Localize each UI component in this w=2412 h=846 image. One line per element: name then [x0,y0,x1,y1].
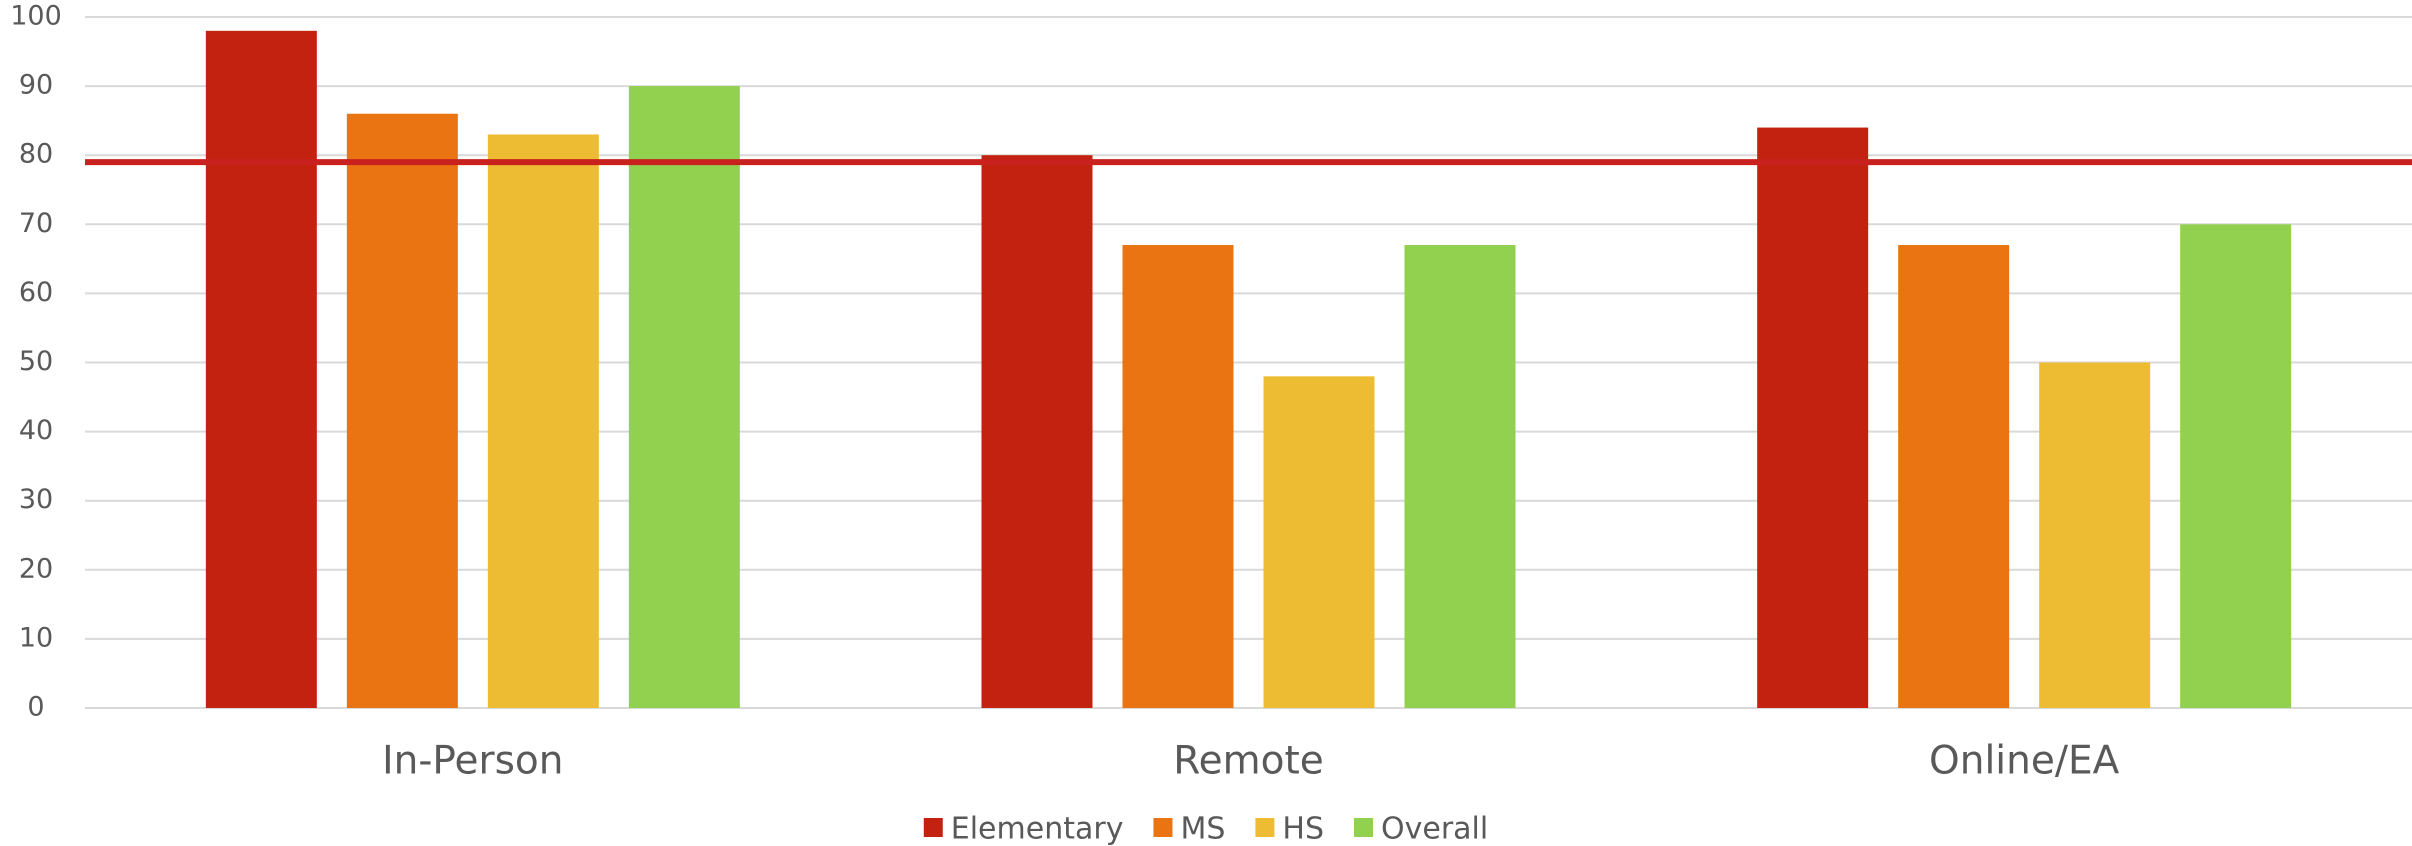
legend-swatch [1354,818,1374,837]
legend-label: Elementary [951,812,1124,846]
bar [1122,245,1234,708]
y-tick-label: 60 [19,277,53,308]
bar [1898,245,2010,708]
x-tick-label: In-Person [382,739,563,784]
y-tick-label: 100 [10,1,62,32]
bar [628,86,740,709]
legend-label: MS [1180,812,1225,846]
bar [487,134,599,709]
y-tick-label: 90 [19,70,53,101]
legend-label: Overall [1381,812,1488,846]
y-tick-label: 10 [19,622,53,653]
y-tick-label: 70 [19,208,53,239]
y-tick-label: 50 [19,346,53,377]
y-tick-label: 0 [27,692,44,723]
bar [205,30,317,708]
y-tick-label: 40 [19,415,53,446]
x-tick-label: Remote [1173,739,1323,784]
legend-swatch [923,818,943,837]
x-tick-label: Online/EA [1929,739,2120,784]
y-tick-label: 80 [19,139,53,170]
legend-swatch [1153,818,1173,837]
bar [2039,362,2151,708]
bar [346,113,458,709]
bar [1757,127,1869,708]
legend-label: HS [1282,812,1324,846]
legend-swatch [1255,818,1275,837]
bar [1263,376,1375,708]
bar [1404,245,1516,708]
bar [2180,224,2292,709]
y-tick-label: 20 [19,553,53,584]
y-tick-label: 30 [19,484,53,515]
bar [981,155,1093,708]
